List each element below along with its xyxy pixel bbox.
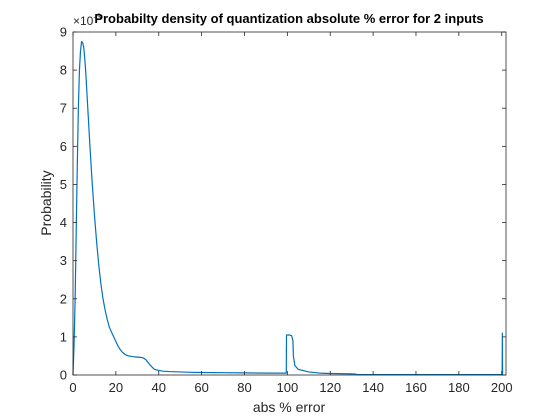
x-tick-label: 40 <box>152 380 166 395</box>
y-tick-label: 1 <box>60 329 67 344</box>
y-tick-label: 9 <box>60 25 67 40</box>
y-axis-label: Probability <box>38 170 54 235</box>
x-axis-label: abs % error <box>253 399 326 415</box>
y-tick-layer: 0 1 2 3 4 5 6 7 8 9 <box>60 25 506 383</box>
y-tick-label: 8 <box>60 63 67 78</box>
y-exponent-base: ×10 <box>73 14 94 28</box>
x-tick-label: 80 <box>237 380 251 395</box>
y-tick-label: 2 <box>60 291 67 306</box>
y-tick-label: 5 <box>60 177 67 192</box>
series-layer <box>72 40 504 376</box>
x-tick-label: 140 <box>362 380 384 395</box>
y-tick-label: 4 <box>60 215 67 230</box>
x-tick-label: 20 <box>109 380 123 395</box>
chart-title: Probabilty density of quantization absol… <box>94 11 483 26</box>
plot-area <box>73 32 506 375</box>
y-tick-label: 6 <box>60 139 67 154</box>
x-tick-label: 180 <box>448 380 470 395</box>
axes-layer <box>72 31 507 376</box>
y-tick-label: 7 <box>60 101 67 116</box>
y-exponent-power: -3 <box>93 12 101 22</box>
plot-frame <box>72 31 507 376</box>
y-tick-label: 0 <box>60 368 67 383</box>
x-tick-label: 200 <box>491 380 513 395</box>
x-tick-label: 120 <box>319 380 341 395</box>
x-tick-label: 100 <box>277 380 299 395</box>
y-tick-label: 3 <box>60 253 67 268</box>
x-tick-label: 160 <box>405 380 427 395</box>
y-exponent-label: ×10-3 <box>73 12 101 28</box>
x-tick-label: 0 <box>69 380 76 395</box>
x-tick-label: 60 <box>194 380 208 395</box>
x-tick-layer: 0 20 40 60 80 100 120 140 160 180 200 <box>69 32 513 395</box>
series-line-0 <box>72 40 504 376</box>
